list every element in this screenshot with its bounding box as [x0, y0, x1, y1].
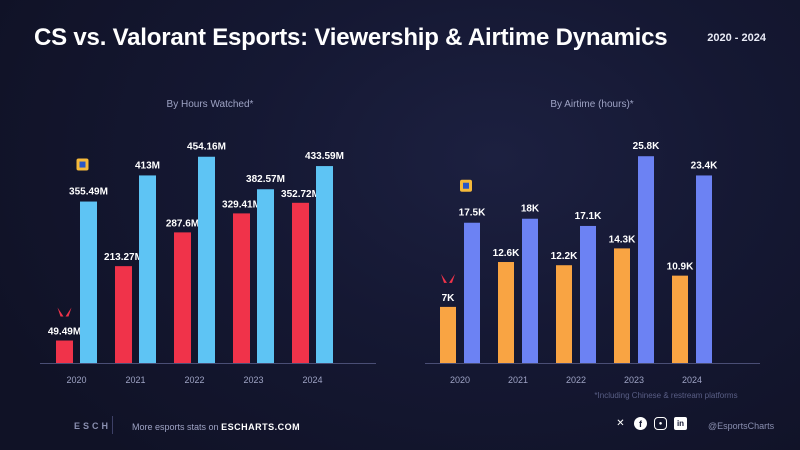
bar-2021-series1 [522, 218, 538, 363]
footer-promo: More esports stats on ESCHARTS.COM [132, 422, 300, 432]
bar-2022-series1 [580, 225, 596, 363]
bar-2023-series0 [233, 213, 250, 363]
date-range-label: 2020 - 2024 [707, 32, 766, 44]
data-label-2023-series0: 14.3K [609, 234, 636, 245]
bar-2020-series0 [440, 306, 456, 363]
bar-2024-series0 [292, 202, 309, 363]
data-label-2023-series1: 382.57M [246, 174, 285, 185]
data-label-2024-series0: 352.72M [281, 189, 320, 200]
bar-2022-series0 [556, 265, 572, 363]
data-label-2023-series0: 329.41M [222, 199, 261, 210]
page-title: CS vs. Valorant Esports: Viewership & Ai… [34, 24, 668, 51]
bar-2023-series0 [614, 248, 630, 363]
bar-2022-series0 [174, 232, 191, 363]
data-label-2020-series1: 355.49M [69, 187, 108, 198]
brand-logo: ESCH [74, 421, 112, 431]
social-handle: @EsportsCharts [708, 421, 775, 431]
bar-2023-series1 [638, 156, 654, 363]
cs-logo-icon-inner [463, 182, 469, 189]
data-label-2024-series0: 10.9K [667, 262, 694, 273]
valorant-logo-icon [441, 273, 455, 283]
data-label-2023-series1: 25.8K [633, 141, 660, 152]
footnote: *Including Chinese & restream platforms [594, 391, 737, 400]
bar-2021-series0 [498, 262, 514, 363]
data-label-2024-series1: 433.59M [305, 151, 344, 162]
data-label-2021-series1: 413M [135, 160, 160, 171]
x-tick-2020: 2020 [66, 375, 86, 385]
bar-2020-series0 [56, 340, 73, 363]
footer-divider [112, 416, 113, 434]
x-tick-2020: 2020 [450, 375, 470, 385]
x-tick-2022: 2022 [566, 375, 586, 385]
x-icon[interactable]: ✕ [616, 418, 625, 429]
x-tick-2024: 2024 [302, 375, 322, 385]
x-tick-2023: 2023 [624, 375, 644, 385]
x-tick-2021: 2021 [125, 375, 145, 385]
data-label-2021-series1: 18K [521, 204, 540, 215]
bar-2024-series0 [672, 275, 688, 363]
x-tick-2024: 2024 [682, 375, 702, 385]
bar-2022-series1 [198, 156, 215, 363]
data-label-2024-series1: 23.4K [691, 160, 718, 171]
data-label-2022-series0: 287.6M [166, 218, 199, 229]
bar-2024-series1 [696, 175, 712, 363]
chart-title: By Airtime (hours)* [550, 99, 633, 110]
data-label-2021-series0: 213.27M [104, 252, 143, 263]
bar-2021-series1 [139, 175, 156, 363]
bar-2023-series1 [257, 189, 274, 363]
footer-site-link[interactable]: ESCHARTS.COM [221, 422, 301, 432]
x-tick-2023: 2023 [243, 375, 263, 385]
instagram-icon[interactable]: ● [654, 417, 667, 430]
data-label-2022-series0: 12.2K [551, 251, 578, 262]
data-label-2022-series1: 454.16M [187, 142, 226, 153]
bar-2024-series1 [316, 166, 333, 363]
chart-title: By Hours Watched* [167, 99, 254, 110]
bar-2020-series1 [464, 222, 480, 363]
linkedin-icon[interactable]: in [674, 417, 687, 430]
data-label-2022-series1: 17.1K [575, 211, 602, 222]
data-label-2020-series0: 7K [442, 293, 456, 304]
cs-logo-icon-inner [79, 161, 86, 168]
data-label-2020-series0: 49.49M [48, 327, 81, 338]
x-tick-2022: 2022 [184, 375, 204, 385]
bar-2021-series0 [115, 266, 132, 363]
facebook-icon[interactable]: f [634, 417, 647, 430]
social-links: ✕ f ● in [614, 417, 687, 430]
data-label-2021-series0: 12.6K [493, 248, 520, 259]
x-tick-2021: 2021 [508, 375, 528, 385]
bar-2020-series1 [80, 201, 97, 363]
data-label-2020-series1: 17.5K [459, 208, 486, 219]
valorant-logo-icon [57, 307, 72, 317]
footer-promo-text: More esports stats on [132, 422, 219, 432]
